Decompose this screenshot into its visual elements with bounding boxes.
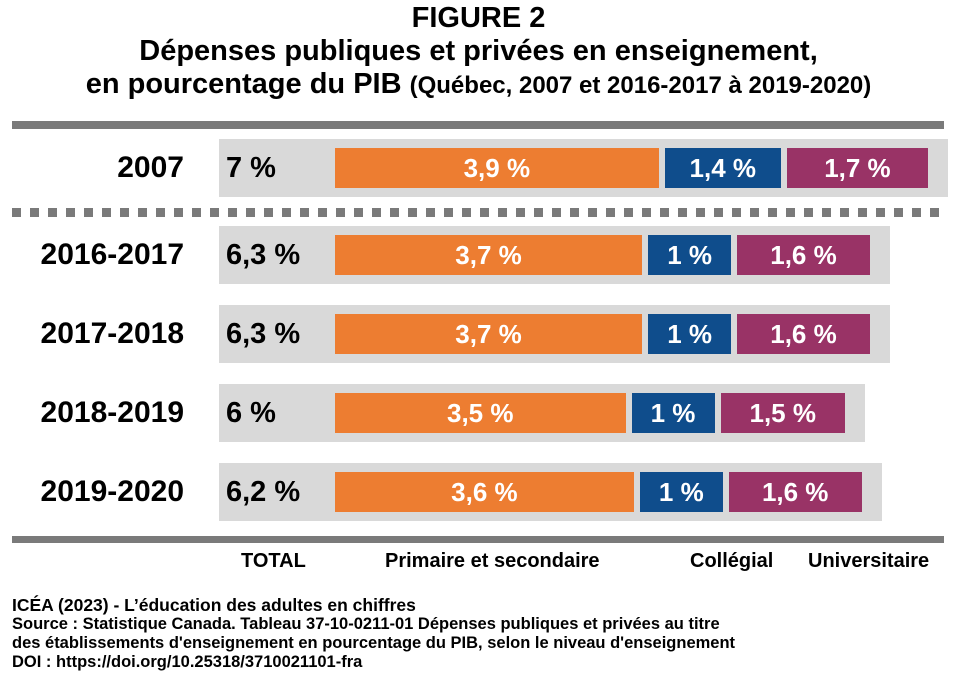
row-label-2019-2020: 2019-2020 [40,475,184,508]
bar-segment-primaire-et-secondaire: 3,7 % [335,314,643,354]
bar-segment-primaire-et-secondaire: 3,9 % [335,148,659,188]
row-total-value: 6,3 % [226,318,301,350]
bar-segment-primaire-et-secondaire: 3,5 % [335,393,626,433]
bar-segment-universitaire: 1,7 % [786,148,928,188]
bar-segment-primaire-et-secondaire: 3,7 % [335,235,643,275]
row-label-2007: 2007 [117,151,184,184]
footer-credit: ICÉA (2023) - L’éducation des adultes en… [12,595,416,615]
row-total-value: 6,2 % [226,476,301,508]
bar-segment-coll-gial: 1 % [631,393,715,433]
footer-source-line1: Source : Statistique Canada. Tableau 37-… [12,615,720,633]
legend-total: TOTAL [241,550,306,572]
bar-segment-primaire-et-secondaire: 3,6 % [335,472,634,512]
bar-segment-universitaire: 1,6 % [728,472,862,512]
legend-universitaire: Universitaire [808,550,930,572]
chart-title-line2: en pourcentage du PIB (Québec, 2007 et 2… [0,68,957,102]
dotted-separator [12,208,944,217]
chart-title-line2-text: en pourcentage du PIB [85,68,402,100]
row-total-value: 6 % [226,397,276,429]
bar-segment-coll-gial: 1,4 % [664,148,781,188]
bar-segment-universitaire: 1,6 % [737,314,870,354]
row-label-2018-2019: 2018-2019 [40,396,184,429]
top-separator [12,121,944,129]
footer-doi: DOI : https://doi.org/10.25318/371002110… [12,653,363,671]
bar-segment-coll-gial: 1 % [639,472,723,512]
bar-segment-universitaire: 1,6 % [737,235,870,275]
bottom-separator [12,536,944,543]
row-total-value: 6,3 % [226,239,301,271]
row-total-value: 7 % [226,152,276,184]
legend-primaire-secondaire: Primaire et secondaire [385,550,600,572]
footer: ICÉA (2023) - L’éducation des adultes en… [12,596,735,672]
legend-collegial: Collégial [690,550,774,572]
figure-label: FIGURE 2 [411,2,546,34]
chart-title-line1: Dépenses publiques et privées en enseign… [139,35,818,67]
footer-source-line2: des établissements d'enseignement en pou… [12,634,736,652]
row-label-2017-2018: 2017-2018 [40,317,184,350]
bar-segment-coll-gial: 1 % [648,235,732,275]
chart-title-block: FIGURE 2 Dépenses publiques et privées e… [0,2,957,102]
bar-segment-universitaire: 1,5 % [720,393,845,433]
row-label-2016-2017: 2016-2017 [40,238,184,271]
chart-subtitle: (Québec, 2007 et 2016-2017 à 2019-2020) [409,72,872,99]
bar-segment-coll-gial: 1 % [648,314,732,354]
